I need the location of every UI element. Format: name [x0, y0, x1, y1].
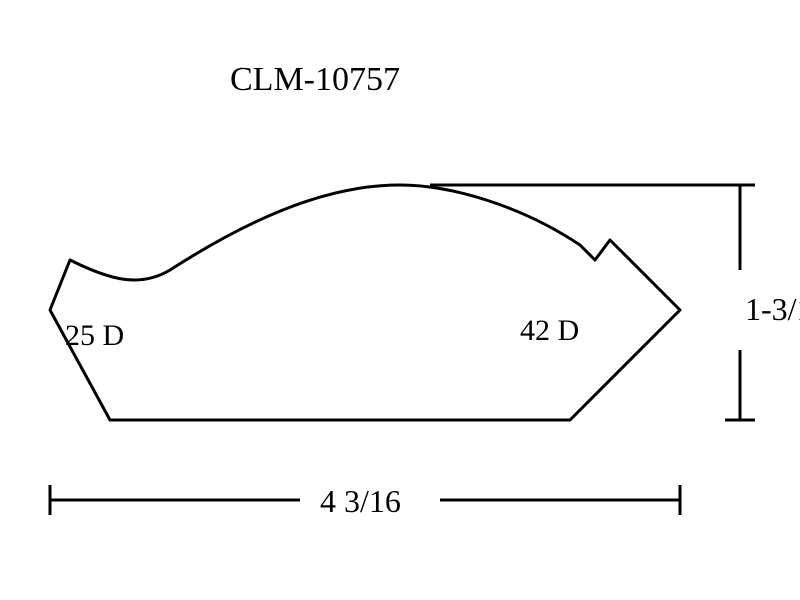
part-number-title: CLM-10757 — [230, 61, 400, 98]
height-dimension-label: 1-3/16 — [745, 291, 800, 327]
width-dimension: 4 3/16 — [50, 483, 680, 519]
molding-profile-outline — [50, 185, 680, 420]
width-dimension-label: 4 3/16 — [320, 483, 401, 519]
left-angle-label: 25 D — [65, 319, 124, 352]
right-angle-label: 42 D — [520, 314, 579, 347]
profile-drawing: CLM-10757 25 D 42 D 4 3/16 1-3/16 — [0, 0, 800, 600]
height-dimension: 1-3/16 — [430, 185, 800, 420]
